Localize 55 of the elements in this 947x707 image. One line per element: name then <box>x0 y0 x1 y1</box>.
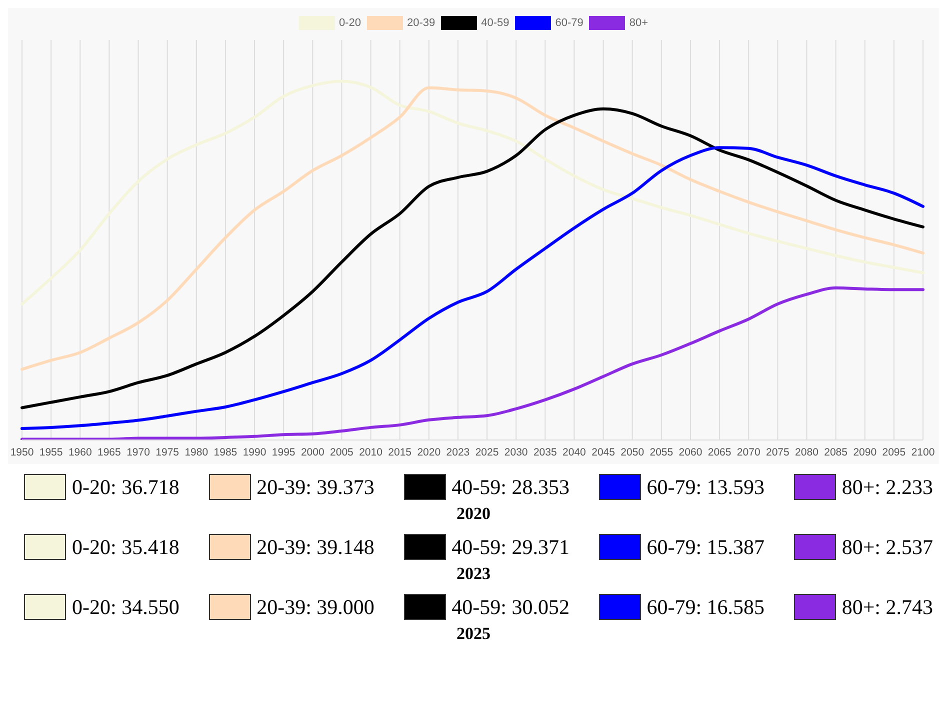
text: 80+: 2.743 <box>842 594 933 620</box>
x-tick-label: 1995 <box>272 446 296 458</box>
legend-label: 60-79 <box>555 17 584 29</box>
x-tick-label: 2025 <box>475 446 499 458</box>
x-tick-label: 1980 <box>184 446 208 458</box>
x-tick-label: 2075 <box>766 446 790 458</box>
text: 40-59: 30.052 <box>452 594 570 620</box>
text: 60-79: 13.593 <box>646 474 765 500</box>
x-tick-label: 2030 <box>504 446 528 458</box>
text: 80+: 2.537 <box>842 534 933 560</box>
x-tick-label: 1950 <box>10 446 34 458</box>
x-tick-label: 1955 <box>39 446 63 458</box>
legend-label: 0-20 <box>338 17 361 29</box>
text: 20-39: 39.000 <box>256 594 374 620</box>
x-tick-label: 2005 <box>330 446 354 458</box>
x-tick-label: 2060 <box>678 446 702 458</box>
x-tick-label: 2065 <box>708 446 732 458</box>
x-tick-label: 2090 <box>853 446 877 458</box>
x-tick-label: 1965 <box>98 446 122 458</box>
x-tick-label: 2055 <box>650 446 674 458</box>
x-tick-label: 2070 <box>736 446 760 458</box>
x-tick-label: 2035 <box>533 446 557 458</box>
text: 0-20: 36.718 <box>72 474 180 500</box>
x-tick-label: 2080 <box>795 446 819 458</box>
text: 60-79: 16.585 <box>646 594 765 620</box>
text: 20-39: 39.148 <box>256 534 374 560</box>
x-tick-label: 2023 <box>446 446 470 458</box>
x-tick-label: 1975 <box>156 446 180 458</box>
text: 40-59: 29.371 <box>452 534 570 560</box>
x-tick-label: 1985 <box>214 446 238 458</box>
x-tick-label: 2000 <box>300 446 324 458</box>
text: 0-20: 35.418 <box>72 534 180 560</box>
x-tick-label: 2015 <box>388 446 412 458</box>
text: 80+: 2.233 <box>842 474 933 500</box>
text: 40-59: 28.353 <box>452 474 570 500</box>
x-tick-label: 2020 <box>417 446 441 458</box>
x-tick-label: 2050 <box>620 446 644 458</box>
x-tick-label: 2010 <box>359 446 383 458</box>
legend-label: 80+ <box>629 17 648 29</box>
legend-label: 40-59 <box>481 17 510 29</box>
text: 60-79: 15.387 <box>646 534 765 560</box>
text: 2020 <box>456 504 492 524</box>
x-tick-label: 1970 <box>126 446 150 458</box>
text: 0-20: 34.550 <box>72 594 180 620</box>
text: 2025 <box>456 624 492 644</box>
x-tick-label: 2100 <box>911 446 935 458</box>
legend-label: 20-39 <box>406 17 436 29</box>
text: 20-39: 39.373 <box>256 474 374 500</box>
x-tick-label: 2085 <box>824 446 848 458</box>
x-tick-label: 2045 <box>592 446 616 458</box>
x-tick-label: 1990 <box>242 446 266 458</box>
x-tick-label: 2040 <box>562 446 586 458</box>
x-tick-label: 1960 <box>68 446 92 458</box>
text: 2023 <box>456 564 492 584</box>
x-tick-label: 2095 <box>882 446 906 458</box>
